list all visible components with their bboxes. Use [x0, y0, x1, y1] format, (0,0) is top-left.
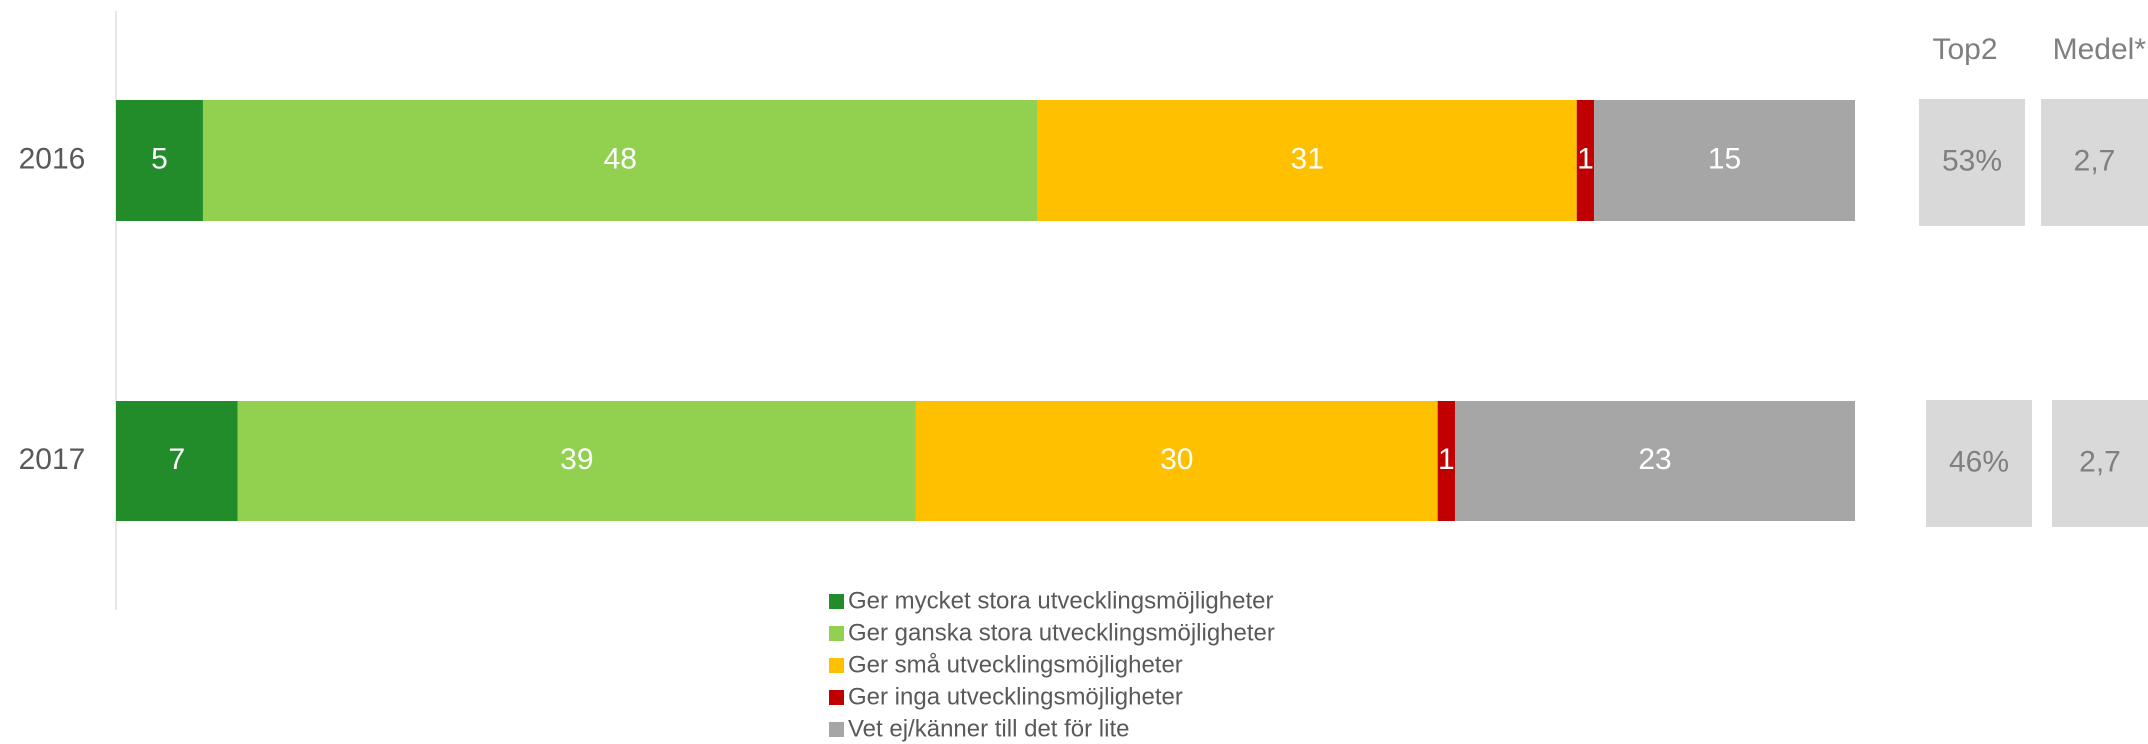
legend-label: Ger mycket stora utvecklingsmöjligheter — [848, 587, 1273, 614]
box-value: 2,7 — [2079, 445, 2121, 478]
bar-segment — [202, 100, 1038, 221]
column-header: Top2 — [1932, 33, 1997, 66]
legend-swatch — [829, 594, 844, 609]
legend-swatch — [829, 658, 844, 673]
bar-segment — [116, 401, 238, 521]
bar-segment — [1455, 401, 1855, 521]
value-box — [1926, 400, 2032, 527]
category-label: 2017 — [19, 443, 86, 476]
category-label: 2016 — [19, 142, 86, 175]
bar-segment — [1576, 100, 1595, 221]
bar-segment — [237, 401, 916, 521]
data-label: 30 — [1160, 443, 1193, 476]
legend-label: Ger små utvecklingsmöjligheter — [848, 651, 1183, 678]
data-label: 15 — [1708, 142, 1741, 175]
bar-segment — [116, 100, 203, 221]
box-value: 46% — [1949, 445, 2009, 478]
bar-segment — [915, 401, 1438, 521]
legend-label: Ger inga utvecklingsmöjligheter — [848, 683, 1183, 710]
box-value: 53% — [1942, 144, 2002, 177]
legend-swatch — [829, 626, 844, 641]
data-label: 1 — [1438, 443, 1455, 476]
column-header: Medel* — [2053, 33, 2147, 66]
box-value: 2,7 — [2074, 144, 2116, 177]
data-label: 5 — [151, 142, 168, 175]
data-label: 39 — [560, 443, 593, 476]
legend-label: Vet ej/känner till det för lite — [848, 715, 1129, 742]
data-label: 23 — [1638, 443, 1671, 476]
data-label: 48 — [604, 142, 637, 175]
bar-segment — [1437, 401, 1456, 521]
bar-segment — [1594, 100, 1855, 221]
value-box — [1919, 99, 2025, 226]
data-label: 31 — [1291, 142, 1324, 175]
data-label: 7 — [169, 443, 186, 476]
data-label: 1 — [1577, 142, 1594, 175]
legend-label: Ger ganska stora utvecklingsmöjligheter — [848, 619, 1275, 646]
legend-swatch — [829, 722, 844, 737]
value-box — [2041, 99, 2148, 226]
value-box — [2052, 400, 2148, 527]
legend-swatch — [829, 690, 844, 705]
bar-segment — [1037, 100, 1577, 221]
